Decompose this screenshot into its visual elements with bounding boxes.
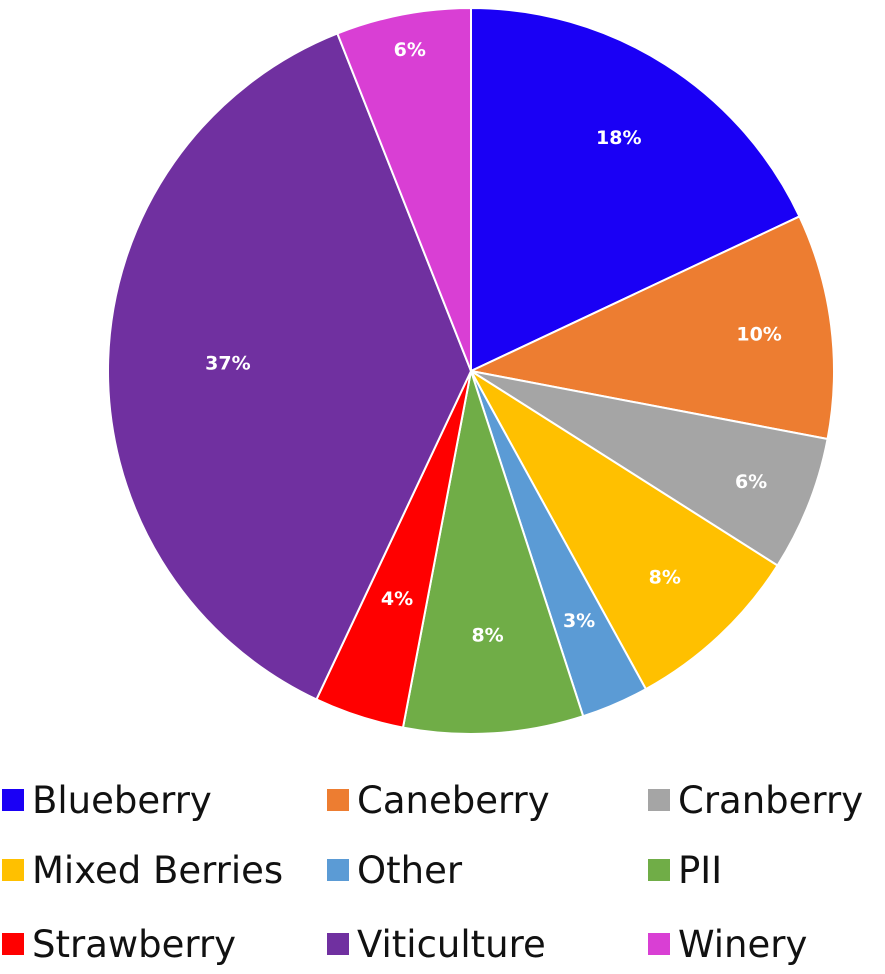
pie-data-labels: 18% 10% 6% 8% 3% 8% 4% 37% 6% <box>205 39 782 646</box>
legend-item-other: Other <box>327 840 462 900</box>
legend-item-winery: Winery <box>648 914 807 974</box>
legend-swatch <box>648 933 670 955</box>
legend-label: Caneberry <box>357 778 550 822</box>
legend-label: Cranberry <box>678 778 864 822</box>
pie-chart: 18% 10% 6% 8% 3% 8% 4% 37% 6% <box>107 7 835 735</box>
legend-swatch <box>327 859 349 881</box>
legend-item-caneberry: Caneberry <box>327 770 550 830</box>
legend-item-strawberry: Strawberry <box>2 914 236 974</box>
data-label-other: 3% <box>563 610 595 632</box>
data-label-cranberry: 6% <box>735 471 767 493</box>
legend: Blueberry Caneberry Cranberry Mixed Berries… <box>0 768 885 966</box>
data-label-mixed-berries: 8% <box>649 566 681 588</box>
legend-item-cranberry: Cranberry <box>648 770 863 830</box>
legend-label: Other <box>357 848 463 892</box>
pie-slice-pii <box>401 370 585 735</box>
legend-label: Strawberry <box>32 922 237 966</box>
data-label-strawberry: 4% <box>381 588 413 610</box>
data-label-blueberry: 18% <box>596 127 641 149</box>
legend-swatch <box>648 859 670 881</box>
pie-slice-cranberry <box>470 370 829 567</box>
pie-slice-mixed-berries <box>470 370 779 691</box>
pie-slice-winery <box>336 7 472 372</box>
data-label-viticulture: 37% <box>205 352 250 374</box>
legend-label: Blueberry <box>32 778 212 822</box>
legend-swatch <box>327 789 349 811</box>
legend-swatch <box>2 933 24 955</box>
legend-swatch <box>2 789 24 811</box>
legend-item-pii: PII <box>648 840 722 900</box>
legend-item-viticulture: Viticulture <box>327 914 546 974</box>
legend-label: PII <box>678 848 723 892</box>
pie-slice-viticulture <box>107 32 472 701</box>
legend-label: Mixed Berries <box>32 848 284 892</box>
data-label-pii: 8% <box>471 625 503 647</box>
legend-label: Viticulture <box>357 922 546 966</box>
legend-swatch <box>327 933 349 955</box>
pie-slices <box>107 7 835 735</box>
legend-item-mixed-berries: Mixed Berries <box>2 840 283 900</box>
legend-label: Winery <box>678 922 808 966</box>
pie-slice-caneberry <box>470 215 835 441</box>
data-label-caneberry: 10% <box>736 324 781 346</box>
legend-swatch <box>2 859 24 881</box>
legend-swatch <box>648 789 670 811</box>
pie-slice-blueberry <box>470 7 801 372</box>
data-label-winery: 6% <box>394 39 426 61</box>
legend-item-blueberry: Blueberry <box>2 770 212 830</box>
